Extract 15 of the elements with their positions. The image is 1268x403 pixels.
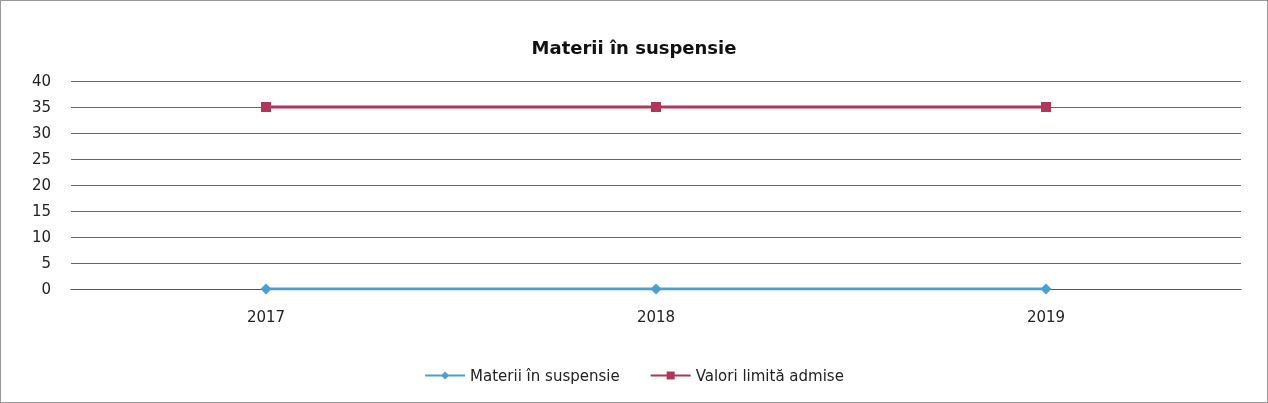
x-tick-label: 2019 (1026, 307, 1066, 326)
x-tick-label: 2018 (636, 307, 676, 326)
y-tick-label: 25 (31, 150, 51, 168)
y-tick-label: 5 (41, 254, 51, 272)
y-tick-label: 35 (31, 98, 51, 116)
y-tick-label: 40 (31, 72, 51, 90)
y-tick-label: 30 (31, 124, 51, 142)
legend-label: Materii în suspensie (470, 366, 620, 385)
y-tick-label: 0 (41, 280, 51, 298)
chart-title: Materii în suspensie (531, 36, 737, 58)
x-tick-label: 2017 (246, 307, 286, 326)
legend-label: Valori limită admise (695, 366, 844, 385)
y-tick-label: 15 (31, 202, 51, 220)
y-tick-label: 20 (31, 176, 51, 194)
y-tick-label: 10 (31, 228, 51, 246)
